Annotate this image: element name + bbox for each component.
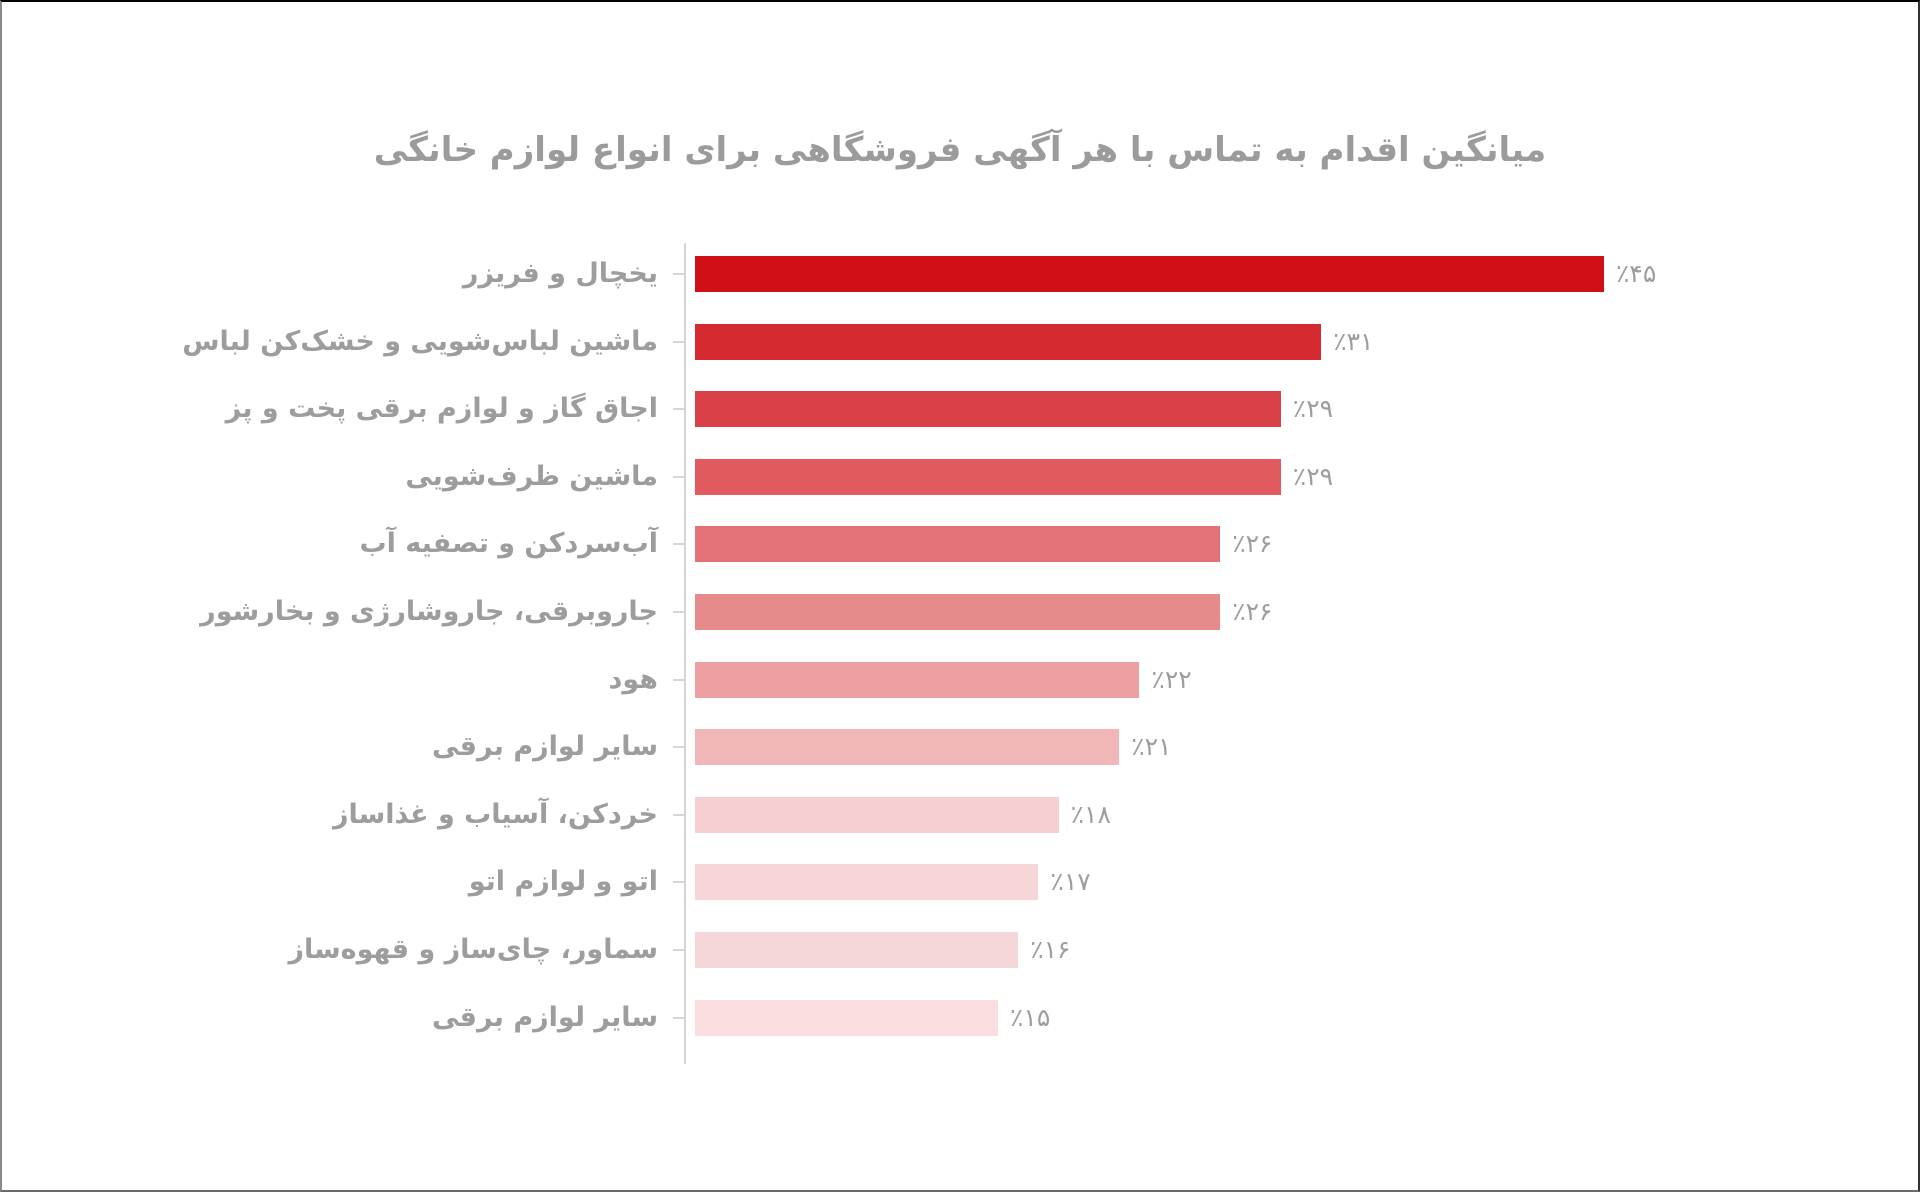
bar (695, 594, 1221, 630)
value-label: ٪۲۲ (1151, 664, 1192, 694)
axis-tick (673, 611, 685, 613)
axis-tick (673, 475, 685, 478)
bar-row: یخچال و فریزر ٪۴۵ (0, 256, 1920, 292)
bar-row: خردکن، آسیاب و غذاساز ٪۱۸ (0, 796, 1920, 833)
category-label: خردکن، آسیاب و غذاساز (333, 798, 658, 830)
bar (695, 526, 1221, 563)
axis-tick (673, 273, 685, 275)
value-label: ٪۲۱ (1131, 732, 1172, 762)
bar (695, 729, 1120, 766)
value-label: ٪۱۸ (1070, 799, 1111, 829)
value-label: ٪۲۶ (1232, 597, 1273, 626)
category-label: سایر لوازم برقی (431, 731, 658, 763)
bar-row: سماور، چای‌ساز و قهوه‌ساز ٪۱۶ (0, 932, 1920, 968)
axis-tick (673, 543, 685, 546)
category-label: یخچال و فریزر (462, 258, 658, 289)
bar-row: سایر لوازم برقی ٪۱۵ (0, 999, 1920, 1036)
value-label: ٪۲۹ (1292, 461, 1334, 491)
category-label: ماشین لباس‌شویی و خشک‌کن لباس (182, 325, 658, 357)
category-label: هود (608, 663, 658, 695)
bar (695, 391, 1281, 428)
bar-row: هود ٪۲۲ (0, 661, 1920, 698)
bar-row: ماشین ظرف‌شویی ٪۲۹ (0, 458, 1920, 495)
axis-tick (673, 340, 685, 343)
bar (695, 661, 1140, 698)
axis-tick (673, 746, 685, 749)
bar (695, 932, 1019, 968)
bar-row: اجاق گاز و لوازم برقی پخت و پز ٪۲۹ (0, 391, 1920, 428)
axis-tick (673, 408, 685, 411)
value-label: ٪۲۶ (1232, 529, 1273, 559)
y-axis-line (684, 243, 686, 1064)
category-label: جاروبرقی، جاروشارژی و بخارشور (200, 596, 658, 627)
bar (695, 256, 1604, 292)
bar-row: ماشین لباس‌شویی و خشک‌کن لباس ٪۳۱ (0, 323, 1920, 360)
axis-tick (673, 1016, 685, 1019)
axis-tick (673, 813, 685, 816)
category-label: سایر لوازم برقی (431, 1001, 658, 1033)
value-label: ٪۲۹ (1292, 394, 1334, 424)
value-label: ٪۳۱ (1333, 326, 1374, 356)
bar (695, 864, 1039, 901)
value-label: ٪۱۶ (1030, 935, 1071, 964)
value-label: ٪۱۵ (1010, 1002, 1051, 1032)
chart-title: میانگین اقدام به تماس با هر آگهی فروشگاه… (373, 130, 1547, 170)
category-label: اتو و لوازم اتو (468, 866, 658, 898)
axis-tick (673, 949, 685, 951)
bar (695, 999, 998, 1036)
value-label: ٪۱۷ (1050, 867, 1091, 897)
bar-row: آب‌سردکن و تصفیه آب ٪۲۶ (0, 526, 1920, 563)
bar-row: جاروبرقی، جاروشارژی و بخارشور ٪۲۶ (0, 594, 1920, 630)
category-label: ماشین ظرف‌شویی (405, 460, 658, 492)
axis-tick (673, 678, 685, 681)
category-label: سماور، چای‌ساز و قهوه‌ساز (288, 934, 658, 965)
bar (695, 323, 1322, 360)
bar (695, 796, 1059, 833)
category-label: اجاق گاز و لوازم برقی پخت و پز (225, 393, 658, 425)
axis-tick (673, 881, 685, 884)
value-label: ٪۴۵ (1616, 259, 1657, 288)
bar-row: اتو و لوازم اتو ٪۱۷ (0, 864, 1920, 901)
category-label: آب‌سردکن و تصفیه آب (359, 528, 658, 560)
bar-row: سایر لوازم برقی ٪۲۱ (0, 729, 1920, 766)
bar (695, 458, 1281, 495)
